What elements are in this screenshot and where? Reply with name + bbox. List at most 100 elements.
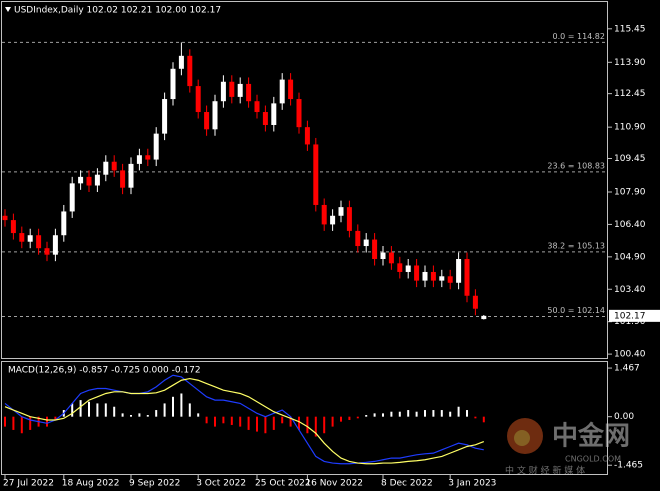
watermark-logo: 中金网 bbox=[552, 421, 630, 452]
candle-body bbox=[187, 55, 193, 87]
y-tick-label: 109.45 bbox=[614, 154, 646, 164]
candle-body bbox=[330, 215, 336, 225]
candle-body bbox=[204, 112, 210, 130]
y-tick-label: -1.465 bbox=[614, 461, 643, 471]
candle-body bbox=[456, 259, 462, 283]
candle-body bbox=[481, 315, 487, 320]
candle-body bbox=[61, 211, 67, 236]
x-tick-label: 27 Jul 2022 bbox=[3, 479, 54, 489]
candle-body bbox=[439, 276, 445, 281]
candle-body bbox=[422, 271, 428, 281]
y-tick-label: 100.40 bbox=[614, 350, 646, 360]
candle-body bbox=[136, 155, 142, 164]
candle-body bbox=[254, 101, 260, 113]
candle-body bbox=[414, 265, 420, 281]
candle-body bbox=[380, 252, 386, 260]
y-tick-label: 104.90 bbox=[614, 252, 646, 262]
candle-body bbox=[19, 233, 25, 242]
candle-body bbox=[145, 155, 151, 160]
x-tick-label: 25 Oct 2022 bbox=[255, 479, 311, 489]
y-tick-label: 1.467 bbox=[614, 364, 640, 374]
y-tick-label: 101.90 bbox=[614, 317, 646, 327]
candle-body bbox=[355, 230, 361, 247]
candle-body bbox=[288, 79, 294, 100]
y-tick-label: 107.90 bbox=[614, 187, 646, 197]
x-tick-label: 3 Oct 2022 bbox=[196, 479, 246, 489]
candle-body bbox=[120, 170, 126, 188]
candle-body bbox=[27, 235, 33, 242]
candle-body bbox=[237, 83, 243, 97]
candle-body bbox=[372, 239, 378, 260]
candle-body bbox=[111, 161, 117, 171]
x-tick-label: 9 Sep 2022 bbox=[129, 479, 180, 489]
fib-label: 23.6 = 108.83 bbox=[547, 161, 605, 170]
candle-body bbox=[304, 127, 310, 145]
candle-body bbox=[472, 295, 478, 309]
watermark-icon bbox=[514, 430, 530, 446]
candle-body bbox=[212, 101, 218, 130]
candle-body bbox=[271, 103, 277, 125]
candle-body bbox=[69, 183, 75, 212]
candle-body bbox=[388, 252, 394, 264]
candle-body bbox=[430, 271, 436, 281]
candle-body bbox=[262, 112, 268, 125]
watermark-tagline: 中 文 财 经 新 媒 体 bbox=[505, 465, 585, 477]
candle-body bbox=[2, 215, 8, 221]
watermark: 中金网 CNGOLD.COM 中 文 财 经 新 媒 体 bbox=[505, 418, 630, 477]
candle-body bbox=[447, 276, 453, 283]
candle-body bbox=[313, 144, 319, 205]
candle-body bbox=[103, 161, 109, 175]
macd-line bbox=[4, 377, 485, 465]
y-tick-label: 113.90 bbox=[614, 58, 646, 68]
candle-body bbox=[279, 79, 285, 104]
candle-body bbox=[338, 207, 344, 216]
candle-body bbox=[464, 259, 470, 296]
candle-body bbox=[94, 174, 100, 186]
price-frame bbox=[1, 1, 608, 359]
candle-body bbox=[52, 235, 58, 255]
x-tick-label: 3 Jan 2023 bbox=[448, 479, 496, 489]
menu-icon[interactable] bbox=[5, 7, 11, 12]
macd-title: MACD(12,26,9) -0.857 -0.725 0.000 -0.172 bbox=[8, 366, 201, 376]
x-tick-label: 8 Dec 2022 bbox=[381, 479, 433, 489]
watermark-site: CNGOLD.COM bbox=[565, 455, 621, 464]
fib-label: 0.0 = 114.82 bbox=[552, 32, 605, 41]
candle-body bbox=[170, 68, 176, 100]
candle-body bbox=[195, 86, 201, 113]
fib-label: 38.2 = 105.13 bbox=[547, 241, 605, 250]
candle-body bbox=[405, 265, 411, 272]
candle-body bbox=[296, 99, 302, 128]
y-tick-label: 115.45 bbox=[614, 24, 646, 34]
candle-body bbox=[363, 239, 369, 247]
candle-body bbox=[178, 55, 184, 69]
candle-body bbox=[10, 220, 16, 234]
x-tick-label: 16 Nov 2022 bbox=[305, 479, 363, 489]
macd-line bbox=[4, 374, 484, 465]
candle-body bbox=[346, 207, 352, 231]
candle-body bbox=[128, 163, 134, 188]
candle-body bbox=[162, 99, 168, 134]
y-tick-label: 103.40 bbox=[614, 285, 646, 295]
macd-frame bbox=[1, 361, 608, 475]
chart-title: USDIndex,Daily 102.02 102.21 102.00 102.… bbox=[14, 6, 221, 16]
price-tag bbox=[609, 309, 660, 322]
candle-body bbox=[229, 81, 235, 97]
candle-body bbox=[153, 133, 159, 160]
y-tick-label: 110.90 bbox=[614, 123, 646, 133]
y-tick-label: 106.40 bbox=[614, 220, 646, 230]
candle-body bbox=[44, 248, 50, 255]
candle-body bbox=[36, 235, 42, 249]
candle-body bbox=[321, 204, 327, 225]
candle-body bbox=[78, 176, 84, 184]
y-tick-label: 0.00 bbox=[614, 412, 634, 422]
x-tick-label: 18 Aug 2022 bbox=[62, 479, 120, 489]
candle-body bbox=[397, 263, 403, 272]
fib-label: 50.0 = 102.14 bbox=[547, 306, 605, 315]
y-tick-label: 112.45 bbox=[614, 89, 646, 99]
candle-body bbox=[86, 176, 92, 186]
candle-body bbox=[220, 81, 226, 102]
price-tag-label: 102.17 bbox=[614, 311, 646, 321]
candle-body bbox=[246, 83, 252, 102]
